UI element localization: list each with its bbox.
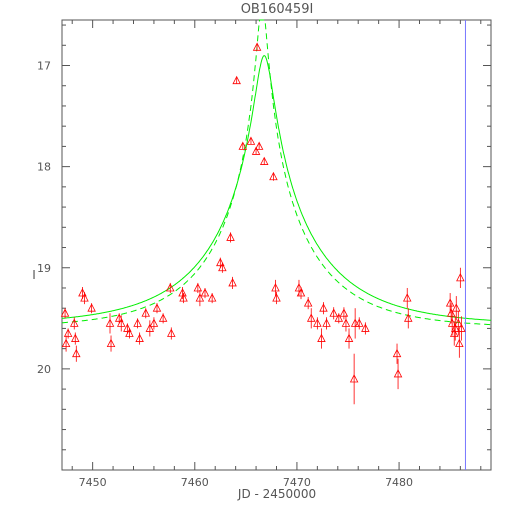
- data-point: [167, 328, 176, 337]
- x-tick-label: 7470: [283, 476, 311, 489]
- data-point: [61, 338, 71, 347]
- data-point: [116, 318, 126, 327]
- data-point: [149, 318, 159, 327]
- data-point: [450, 323, 460, 332]
- data-point: [200, 288, 210, 297]
- x-tick-label: 7480: [385, 476, 413, 489]
- y-tick-label: 19: [37, 262, 51, 275]
- data-point: [393, 369, 403, 378]
- data-point: [179, 293, 188, 302]
- chart-title: OB160459I: [241, 2, 314, 17]
- data-point: [218, 262, 227, 272]
- data-point: [454, 318, 463, 327]
- data-point: [72, 348, 81, 358]
- data-point: [106, 338, 116, 347]
- data-point: [145, 323, 155, 332]
- data-point: [341, 318, 351, 327]
- data-point: [195, 293, 205, 302]
- data-point: [272, 293, 281, 302]
- data-point: [271, 283, 280, 292]
- data-point: [152, 303, 162, 312]
- data-point: [158, 313, 168, 322]
- data-point: [361, 323, 370, 332]
- model-curve-dashed: [62, 19, 491, 326]
- data-point: [166, 283, 175, 292]
- data-point: [63, 328, 73, 337]
- data-point: [446, 308, 456, 317]
- data-point: [402, 293, 412, 302]
- data-point: [317, 333, 326, 342]
- data-point: [238, 141, 248, 150]
- data-point: [445, 298, 455, 307]
- data-point: [404, 313, 413, 322]
- data-point: [80, 293, 89, 302]
- data-point: [322, 318, 331, 327]
- data-point: [449, 328, 459, 337]
- data-point: [334, 313, 344, 322]
- data-point: [141, 308, 151, 317]
- plot-frame: [61, 19, 492, 471]
- data-point: [269, 171, 278, 181]
- data-point: [344, 333, 354, 342]
- data-point: [125, 328, 134, 337]
- model-curve-solid: [61, 55, 491, 321]
- plot-content: 7450 7460 7470 7480 17 18 19 20: [37, 19, 492, 489]
- data-point: [319, 303, 328, 312]
- data-point: [71, 333, 80, 342]
- data-point: [232, 75, 241, 85]
- x-tick-label: 7450: [79, 476, 107, 489]
- data-point: [329, 308, 338, 317]
- data-point: [349, 374, 359, 383]
- y-tick-label: 20: [37, 363, 51, 376]
- data-point: [252, 42, 262, 51]
- data-point: [207, 293, 217, 302]
- data-point: [60, 308, 70, 317]
- data-point: [455, 338, 464, 347]
- data-point: [456, 272, 465, 282]
- data-point: [392, 348, 402, 358]
- data-point: [303, 298, 313, 307]
- data-point: [70, 318, 79, 327]
- data-point: [259, 156, 269, 165]
- data-point: [228, 278, 237, 287]
- data-point: [246, 136, 256, 145]
- data-point: [216, 257, 225, 267]
- data-point: [193, 283, 203, 292]
- data-point: [226, 232, 235, 241]
- y-tick-label: 17: [37, 60, 51, 73]
- data-point: [123, 323, 132, 332]
- data-point: [457, 323, 466, 332]
- data-point: [452, 303, 461, 312]
- data-point: [133, 318, 142, 327]
- data-point: [105, 318, 115, 327]
- data-point: [354, 318, 364, 327]
- y-tick-label: 18: [37, 161, 51, 174]
- data-point: [350, 318, 360, 327]
- data-point: [135, 333, 144, 342]
- data-point: [87, 303, 96, 312]
- x-tick-label: 7460: [181, 476, 209, 489]
- y-axis-label: I: [32, 268, 36, 282]
- data-point: [306, 313, 316, 322]
- data-point: [339, 308, 349, 317]
- data-point: [254, 141, 264, 150]
- data-point: [251, 146, 261, 155]
- data-point: [296, 288, 306, 297]
- data-point: [313, 318, 322, 327]
- x-axis-label: JD - 2450000: [237, 487, 316, 501]
